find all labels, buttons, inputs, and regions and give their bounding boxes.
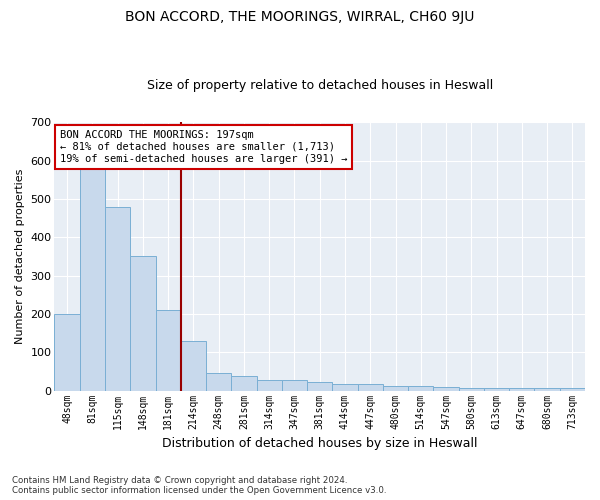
Bar (130, 256, 155, 390)
Bar (560, 388, 585, 390)
Bar (358, 384, 383, 390)
Bar (206, 374, 232, 390)
Bar (155, 310, 181, 390)
Bar (55, 314, 80, 390)
Bar (509, 388, 535, 390)
Bar (282, 380, 307, 390)
Bar (105, 206, 130, 390)
Bar (232, 376, 257, 390)
Text: BON ACCORD THE MOORINGS: 197sqm
← 81% of detached houses are smaller (1,713)
19%: BON ACCORD THE MOORINGS: 197sqm ← 81% of… (60, 130, 347, 164)
Y-axis label: Number of detached properties: Number of detached properties (15, 169, 25, 344)
Bar (458, 388, 484, 390)
Text: Contains HM Land Registry data © Crown copyright and database right 2024.
Contai: Contains HM Land Registry data © Crown c… (12, 476, 386, 495)
Bar (433, 387, 458, 390)
Bar (408, 386, 433, 390)
Title: Size of property relative to detached houses in Heswall: Size of property relative to detached ho… (146, 79, 493, 92)
Text: BON ACCORD, THE MOORINGS, WIRRAL, CH60 9JU: BON ACCORD, THE MOORINGS, WIRRAL, CH60 9… (125, 10, 475, 24)
Bar (383, 386, 408, 390)
X-axis label: Distribution of detached houses by size in Heswall: Distribution of detached houses by size … (162, 437, 478, 450)
Bar (484, 388, 509, 390)
Bar (257, 380, 282, 390)
Bar (307, 382, 332, 390)
Bar (332, 384, 358, 390)
Bar (181, 341, 206, 390)
Bar (80, 168, 105, 390)
Bar (535, 388, 560, 390)
